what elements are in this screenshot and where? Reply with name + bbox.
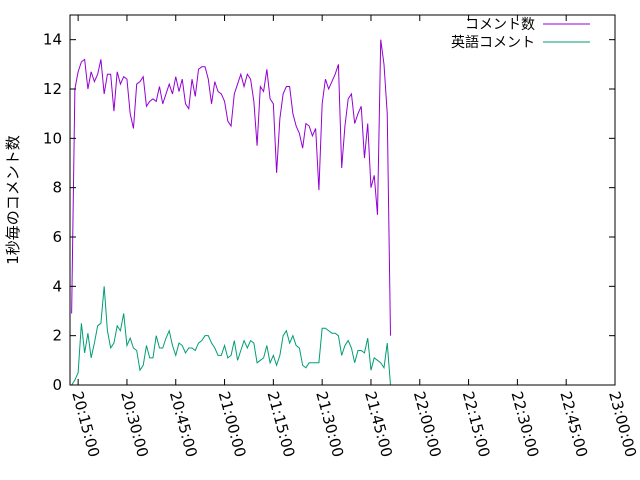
y-tick-label: 12 bbox=[43, 80, 62, 98]
y-axis-label: 1秒毎のコメント数 bbox=[4, 135, 22, 265]
series-layer bbox=[71, 39, 391, 386]
x-tick-label: 20:15:00 bbox=[68, 389, 103, 459]
x-tick-label: 20:30:00 bbox=[117, 389, 152, 459]
y-tick-label: 0 bbox=[52, 376, 62, 394]
x-tick-label: 21:00:00 bbox=[215, 389, 250, 459]
y-tick-label: 14 bbox=[43, 31, 62, 49]
x-tick-label: 21:45:00 bbox=[361, 389, 396, 459]
y-tick-label: 8 bbox=[52, 179, 62, 197]
x-tick-label: 21:15:00 bbox=[263, 389, 298, 459]
y-tick-label: 6 bbox=[52, 228, 62, 246]
x-tick-label: 22:00:00 bbox=[410, 389, 445, 459]
series-line-2 bbox=[71, 286, 391, 386]
ticks-layer: 0 2 4 6 8 10 12 14 20:15:00 20:30:00 20:45:00 21:00… bbox=[43, 15, 640, 459]
x-tick-label: 22:30:00 bbox=[508, 389, 543, 459]
x-tick-label: 22:15:00 bbox=[459, 389, 494, 459]
y-tick-label: 2 bbox=[52, 327, 62, 345]
x-tick-label: 23:00:00 bbox=[605, 389, 640, 459]
x-tick-label: 20:45:00 bbox=[166, 389, 201, 459]
plot-border bbox=[69, 14, 616, 386]
legend-label-1: コメント数 bbox=[465, 17, 535, 33]
y-tick-label: 4 bbox=[52, 277, 62, 295]
x-tick-label: 21:30:00 bbox=[312, 389, 347, 459]
series-line-1 bbox=[71, 39, 391, 336]
y-tick-label: 10 bbox=[43, 129, 62, 147]
legend-label-2: 英語コメント bbox=[451, 34, 535, 51]
x-tick-label: 22:45:00 bbox=[556, 389, 591, 459]
